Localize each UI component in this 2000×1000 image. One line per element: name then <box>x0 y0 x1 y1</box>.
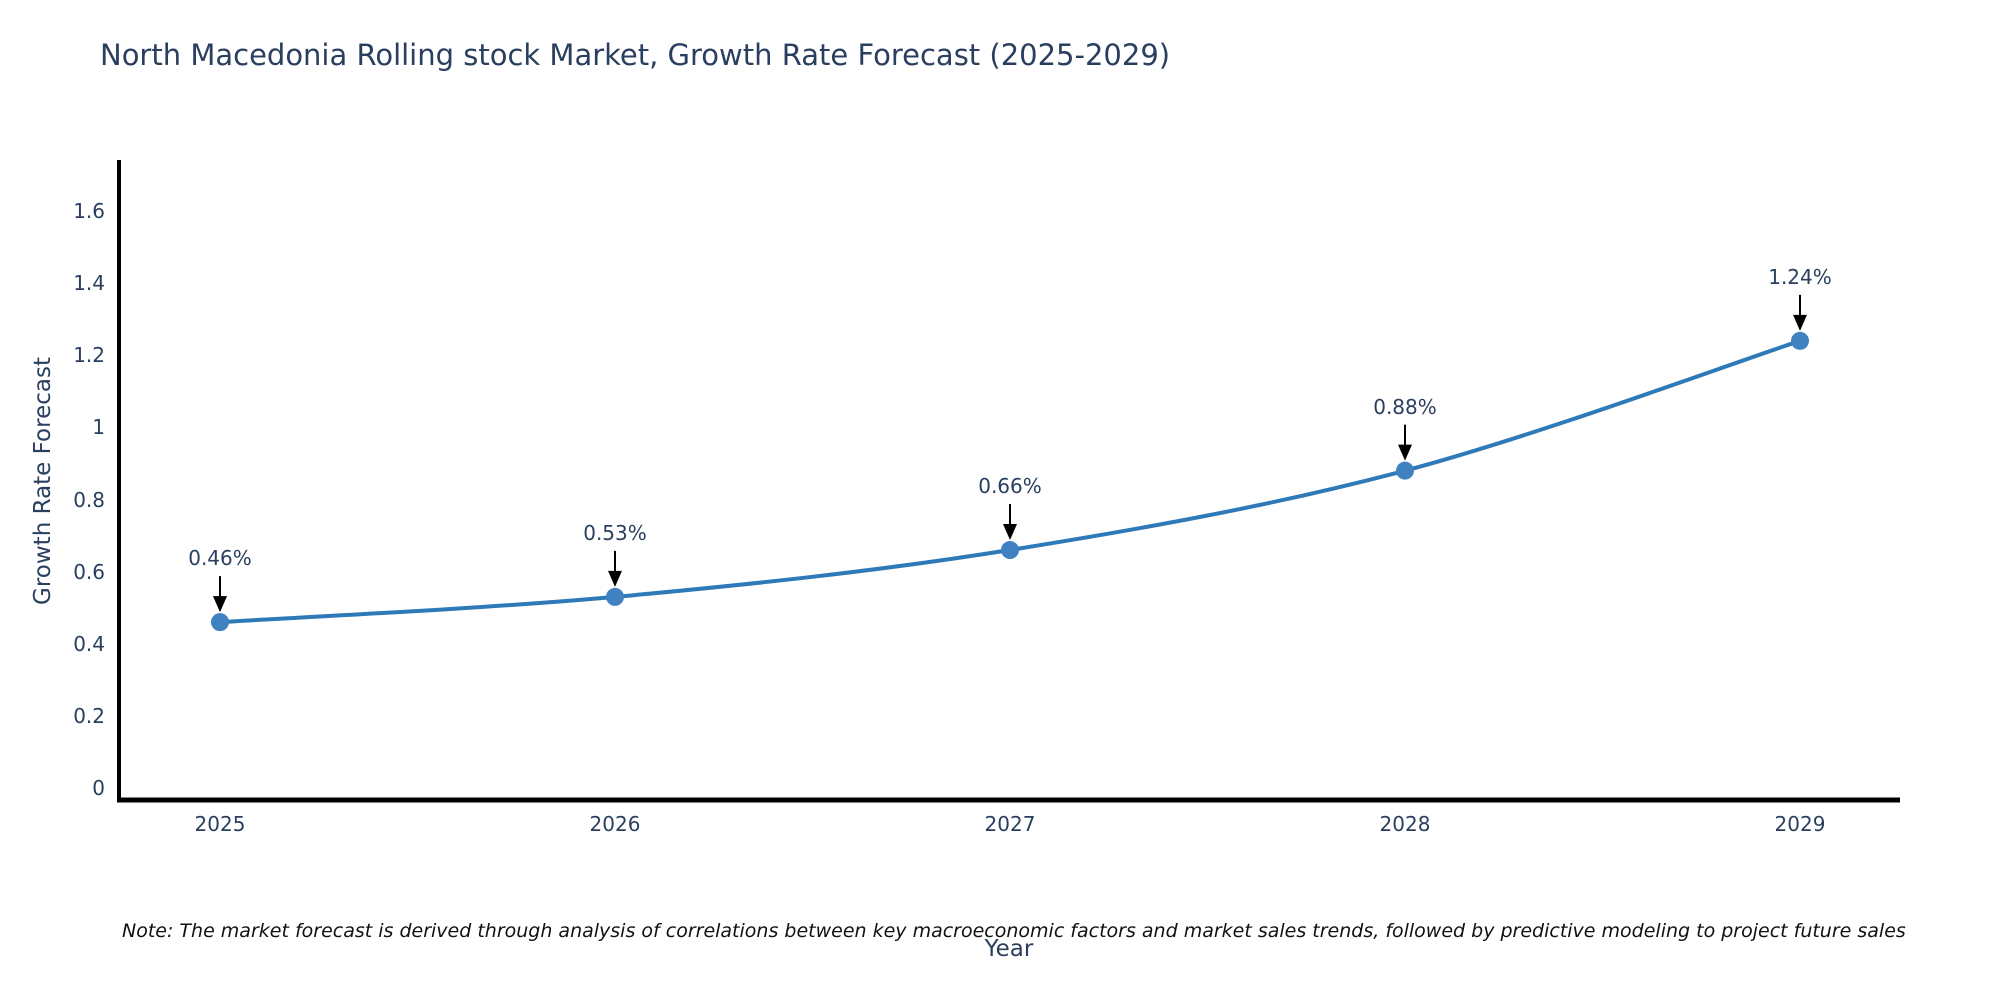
x-tick-label: 2027 <box>984 812 1036 836</box>
x-tick-label: 2025 <box>194 812 246 836</box>
annotation-arrowhead <box>1793 314 1807 331</box>
y-tick-label: 0.6 <box>73 559 105 584</box>
data-point-marker <box>1791 331 1809 350</box>
y-tick-label: 0 <box>92 776 105 800</box>
annotation-arrowhead <box>608 570 622 587</box>
y-tick-label: 1.4 <box>73 271 105 296</box>
annotation-arrowhead <box>1398 444 1412 461</box>
x-tick-label: 2029 <box>1774 812 1826 836</box>
footnote: Note: The market forecast is derived thr… <box>122 920 1906 942</box>
data-point-marker <box>1396 461 1414 480</box>
x-tick-label: 2026 <box>589 812 641 836</box>
y-tick-label: 1.6 <box>73 199 105 224</box>
chart-title: North Macedonia Rolling stock Market, Gr… <box>100 38 1171 72</box>
data-point-marker <box>1001 541 1019 560</box>
data-point-marker <box>211 613 229 632</box>
point-annotation: 0.88% <box>1373 394 1437 419</box>
data-point-marker <box>606 587 624 606</box>
point-annotation: 0.46% <box>188 546 252 571</box>
point-annotation: 0.53% <box>583 520 647 545</box>
point-annotation: 1.24% <box>1768 264 1832 289</box>
annotation-arrowhead <box>213 596 227 613</box>
annotation-arrowhead <box>1003 524 1017 541</box>
x-axis-title: Year <box>984 936 1034 962</box>
y-tick-label: 0.8 <box>73 487 105 512</box>
y-tick-label: 0.2 <box>73 703 105 728</box>
y-tick-label: 1.2 <box>73 343 105 368</box>
x-tick-label: 2028 <box>1379 812 1431 836</box>
y-tick-label: 0.4 <box>73 631 105 656</box>
point-annotation: 0.66% <box>978 474 1042 498</box>
y-tick-label: 1 <box>92 415 105 440</box>
